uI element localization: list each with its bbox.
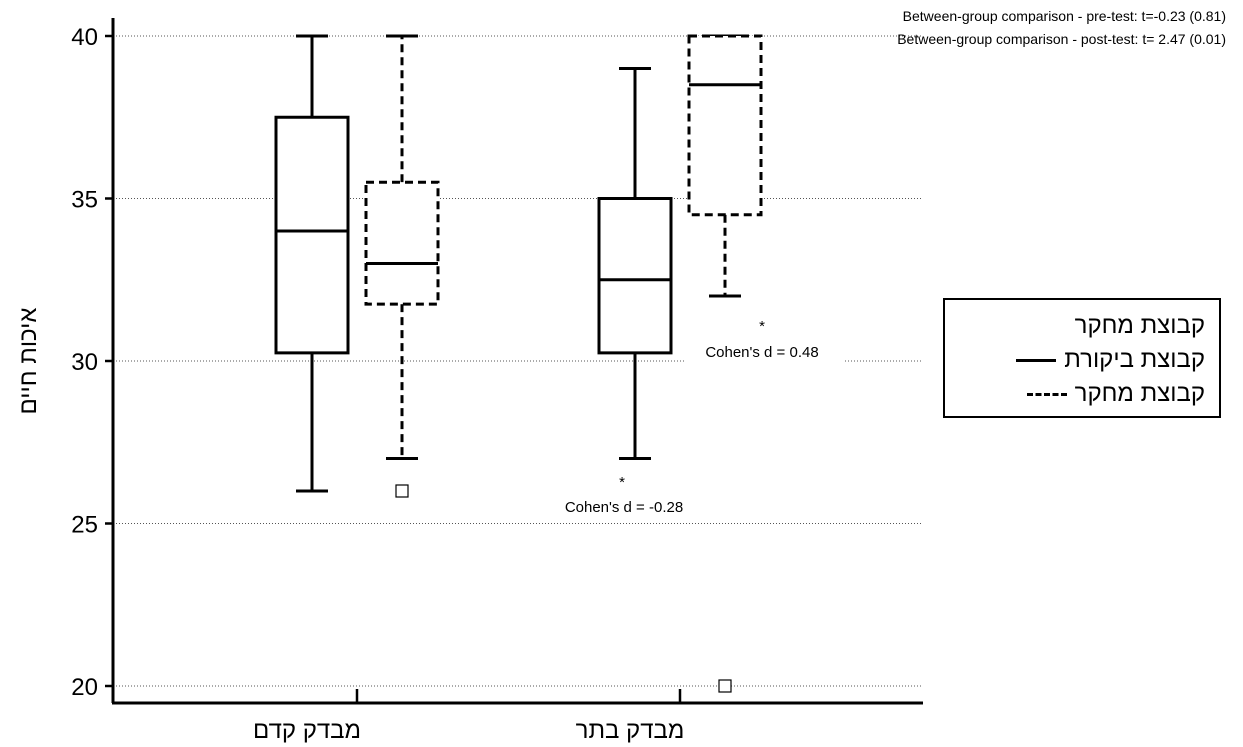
legend-label-research: קבוצת מחקר bbox=[1074, 380, 1205, 407]
cohen-control-bg bbox=[540, 493, 710, 523]
legend-entry-research: קבוצת מחקר bbox=[1026, 380, 1205, 408]
legend-swatch-solid bbox=[1016, 358, 1057, 362]
comparison-pre-note: Between-group comparison - pre-test: t=-… bbox=[903, 8, 1226, 24]
legend: קבוצת מחקר קבוצת ביקורת קבוצת מחקר bbox=[943, 298, 1221, 418]
annotations: Between-group comparison - pre-test: t=-… bbox=[540, 8, 1226, 523]
legend-entry-control: קבוצת ביקורת bbox=[1016, 346, 1205, 374]
y-tick-label: 30 bbox=[71, 349, 98, 376]
y-tick-label: 35 bbox=[71, 187, 98, 214]
box-body bbox=[597, 197, 673, 355]
box-body bbox=[687, 34, 763, 217]
legend-title: קבוצת מחקר bbox=[1074, 312, 1205, 339]
legend-label-control: קבוצת ביקורת bbox=[1064, 346, 1205, 373]
outlier-point bbox=[718, 679, 732, 693]
gridlines bbox=[113, 35, 923, 687]
cohen-research-bg bbox=[686, 339, 844, 369]
box-research-post bbox=[687, 34, 763, 693]
cohen-control-label: Cohen's d = -0.28 bbox=[565, 499, 683, 516]
comparison-post-note: Between-group comparison - post-test: t=… bbox=[897, 31, 1226, 47]
boxes bbox=[274, 34, 763, 693]
y-tick-label: 20 bbox=[71, 674, 98, 701]
box-body bbox=[364, 180, 440, 306]
box-control-post bbox=[597, 67, 673, 460]
outlier-point bbox=[395, 484, 409, 498]
box-control-pre bbox=[274, 34, 350, 493]
axes: 20 25 30 35 40 מבדק קדם מבדק בתר איכות חיים bbox=[15, 18, 923, 744]
y-tick-label: 25 bbox=[71, 512, 98, 539]
box-body bbox=[274, 115, 350, 355]
cohen-research-label: Cohen's d = 0.48 bbox=[705, 344, 818, 361]
x-category-label: מבדק קדם bbox=[253, 717, 361, 744]
box-research-pre bbox=[364, 34, 440, 498]
legend-swatch-dashed bbox=[1026, 392, 1067, 396]
y-axis-label: איכות חיים bbox=[15, 308, 42, 415]
cohen-control-asterisk: * bbox=[619, 474, 625, 491]
y-tick-label: 40 bbox=[71, 24, 98, 51]
x-category-label: מבדק בתר bbox=[576, 717, 685, 744]
cohen-research-asterisk: * bbox=[759, 318, 765, 335]
